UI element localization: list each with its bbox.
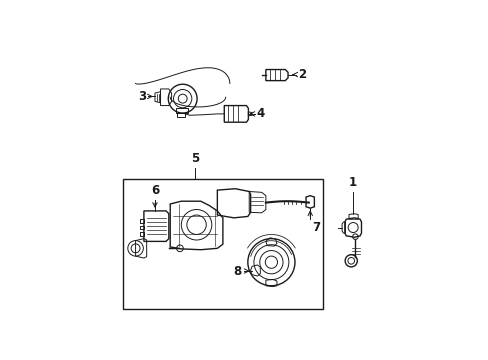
- Text: 3: 3: [138, 90, 145, 103]
- Text: 4: 4: [256, 107, 264, 120]
- Text: 2: 2: [298, 68, 306, 81]
- Text: 8: 8: [233, 265, 241, 278]
- Text: 6: 6: [150, 184, 159, 197]
- Bar: [123, 179, 322, 309]
- Text: 7: 7: [311, 221, 320, 234]
- Text: 5: 5: [191, 152, 199, 165]
- Text: 1: 1: [348, 176, 357, 189]
